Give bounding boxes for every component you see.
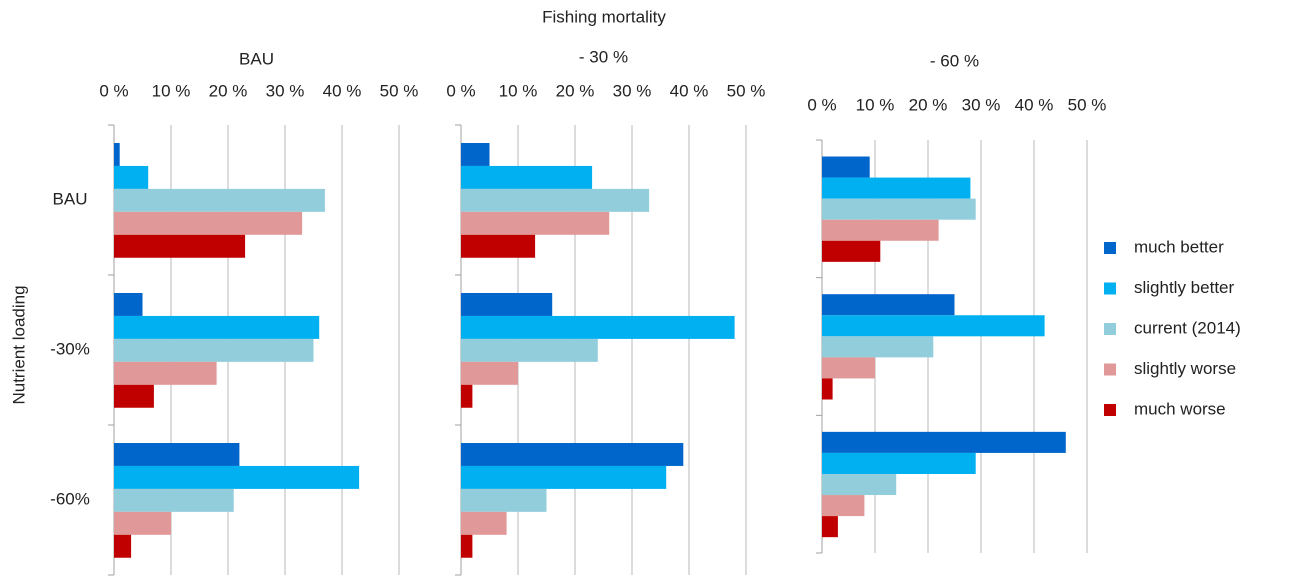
bar	[461, 465, 667, 489]
bar	[822, 156, 870, 178]
bar	[461, 443, 684, 466]
bar	[822, 516, 838, 538]
bar	[114, 338, 314, 362]
bar	[461, 384, 473, 408]
legend-swatch	[1104, 404, 1116, 416]
bar	[114, 488, 234, 512]
legend-label: slightly worse	[1134, 359, 1236, 378]
legend-label: slightly better	[1134, 278, 1234, 297]
x-tick-label: 10 %	[499, 81, 538, 100]
bar	[114, 143, 120, 166]
x-tick-label: 0 %	[99, 81, 128, 100]
bar	[461, 234, 536, 258]
panel-title: - 30 %	[579, 47, 628, 66]
bar	[822, 357, 875, 379]
bar	[461, 534, 473, 558]
x-tick-label: 30 %	[266, 81, 305, 100]
bar	[461, 488, 547, 512]
bar	[822, 294, 955, 316]
bar	[461, 188, 650, 212]
bar	[114, 511, 171, 535]
legend-swatch	[1104, 282, 1116, 295]
bar	[822, 431, 1066, 453]
bar	[461, 338, 598, 362]
x-tick-label: 0 %	[807, 95, 836, 114]
bar	[822, 219, 939, 241]
legend-swatch	[1104, 363, 1116, 376]
bar	[114, 534, 132, 558]
y-tick-label: -60%	[50, 489, 90, 508]
x-tick-label: 50 %	[1068, 95, 1107, 114]
y-tick-label: BAU	[53, 189, 88, 208]
bar	[461, 211, 610, 235]
bar	[822, 495, 865, 517]
legend-label: much worse	[1134, 399, 1226, 418]
x-tick-label: 20 %	[209, 81, 248, 100]
x-tick-label: 40 %	[1015, 95, 1054, 114]
bar	[114, 293, 143, 316]
x-tick-label: 10 %	[856, 95, 895, 114]
x-tick-label: 0 %	[446, 81, 475, 100]
legend-swatch	[1104, 323, 1116, 335]
bar	[822, 177, 971, 199]
x-tick-label: 40 %	[323, 81, 362, 100]
bar	[461, 361, 518, 385]
legend-label: much better	[1134, 237, 1224, 256]
bar	[114, 443, 240, 466]
bar	[114, 188, 325, 212]
bar	[461, 165, 593, 189]
bar	[822, 473, 897, 496]
bar	[461, 315, 735, 339]
bar	[114, 165, 149, 189]
x-tick-label: 10 %	[152, 81, 191, 100]
chart-title: Fishing mortality	[542, 7, 666, 26]
x-tick-label: 30 %	[613, 81, 652, 100]
x-tick-label: 50 %	[380, 81, 419, 100]
panel-title: BAU	[239, 49, 274, 68]
bar	[461, 511, 507, 535]
x-tick-label: 30 %	[962, 95, 1001, 114]
bar	[114, 315, 320, 339]
x-tick-label: 20 %	[909, 95, 948, 114]
bar	[114, 465, 360, 489]
bar	[822, 378, 833, 400]
x-tick-label: 50 %	[727, 81, 766, 100]
bar	[114, 211, 303, 235]
x-tick-label: 40 %	[670, 81, 709, 100]
legend-swatch	[1104, 242, 1116, 254]
x-tick-label: 20 %	[556, 81, 595, 100]
bar	[461, 143, 490, 166]
bar	[822, 240, 881, 262]
bar	[114, 384, 154, 408]
bar	[822, 452, 976, 474]
bar	[114, 234, 246, 258]
panel-title: - 60 %	[930, 51, 979, 70]
y-axis-label: Nutrient loading	[9, 285, 28, 404]
y-tick-label: -30%	[50, 339, 90, 358]
bar	[822, 198, 976, 220]
legend-label: current (2014)	[1134, 318, 1241, 337]
bar	[114, 361, 217, 385]
bar	[461, 293, 553, 316]
bar	[822, 336, 934, 358]
bar	[822, 315, 1045, 337]
